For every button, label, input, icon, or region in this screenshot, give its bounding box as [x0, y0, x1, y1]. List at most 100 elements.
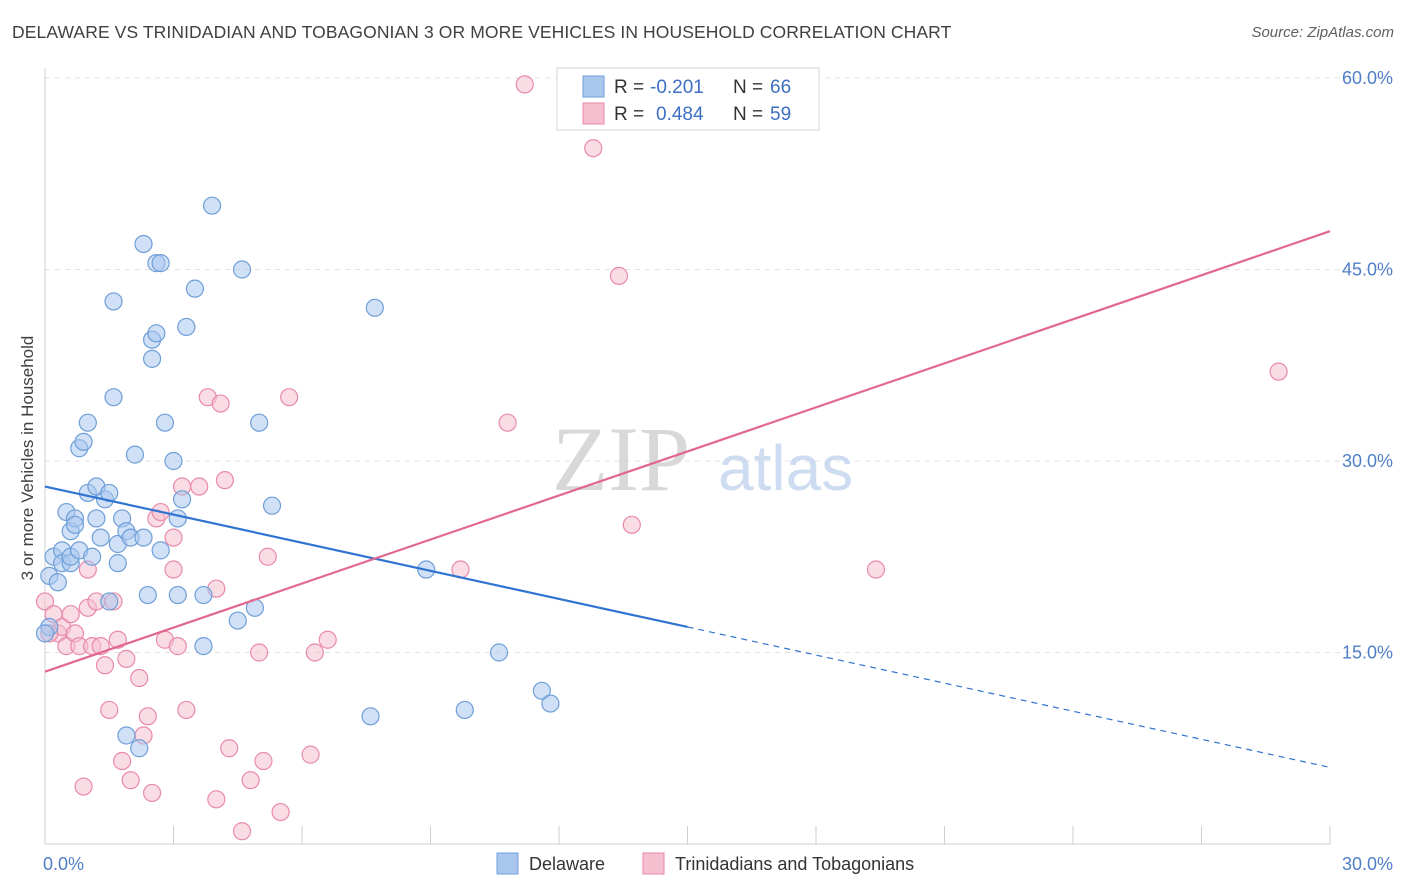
legend-swatch-trinidadian [582, 102, 605, 125]
trinidadian-point [305, 643, 324, 662]
trinidadian-point [168, 637, 187, 656]
series-legend: Delaware Trinidadians and Tobagonians [496, 852, 914, 875]
trinidadian-point [241, 771, 260, 790]
delaware-point [125, 445, 145, 464]
trinidadian-point [108, 630, 127, 649]
delaware-point [202, 196, 222, 215]
delaware-point [164, 451, 183, 471]
delaware-trend-line-dashed [687, 626, 1331, 768]
delaware-point [532, 681, 551, 700]
trinidadian-point [190, 477, 209, 496]
trinidadian-point [207, 790, 226, 809]
delaware-point [108, 554, 127, 573]
trinidadian-point [258, 547, 277, 566]
delaware-point [104, 292, 123, 311]
trinidadian-point [100, 700, 119, 720]
delaware-point [35, 624, 55, 643]
trend-lines [44, 230, 1331, 768]
trinidadian-point [95, 656, 115, 675]
x-tick-label: 0.0% [43, 854, 84, 874]
trinidadian-point [215, 471, 234, 490]
trinidadian-point [250, 643, 269, 662]
legend-n-label-2: N = [733, 104, 763, 125]
legend-n-label-1: N = [733, 77, 763, 98]
delaware-point [168, 509, 187, 528]
axes: 15.0% 30.0% 45.0% 60.0% 0.0% 30.0% [43, 68, 1393, 874]
delaware-point [138, 585, 157, 605]
delaware-point [151, 254, 170, 273]
delaware-point [168, 585, 187, 605]
y-tick-label: 30.0% [1342, 451, 1393, 471]
trinidadian-point [232, 822, 252, 841]
delaware-point [48, 573, 67, 592]
delaware-point [104, 388, 123, 407]
stats-legend: R = -0.201 N = 66 R = 0.484 N = 59 [556, 67, 820, 131]
delaware-point [194, 585, 213, 605]
legend-n-value-2: 59 [770, 104, 791, 125]
delaware-point [361, 707, 380, 726]
trinidadian-point [164, 528, 183, 547]
chart-title: DELAWARE VS TRINIDADIAN AND TOBAGONIAN 3… [12, 22, 952, 42]
trinidadian-point [211, 394, 230, 413]
series-swatch-delaware [496, 852, 519, 875]
legend-r-value-1: -0.201 [650, 77, 704, 98]
gridlines [45, 77, 1385, 653]
trinidadian-point [142, 783, 162, 803]
chart-source: Source: ZipAtlas.com [1251, 24, 1394, 41]
trinidadian-point [112, 751, 132, 771]
delaware-point [262, 496, 282, 515]
trinidadian-point [138, 707, 157, 726]
delaware-point [365, 298, 384, 317]
delaware-point [228, 611, 247, 630]
delaware-trend-line [44, 485, 688, 629]
watermark-atlas: atlas [718, 432, 853, 504]
delaware-point [177, 317, 196, 337]
delaware-point [100, 592, 119, 611]
legend-swatch-delaware [582, 75, 605, 98]
trinidadian-trend-line [44, 230, 1331, 673]
trinidadian-point [498, 413, 517, 432]
series-swatch-trinidadian [642, 852, 665, 875]
trinidadian-point [164, 560, 183, 579]
delaware-point [541, 694, 560, 713]
delaware-point [134, 234, 153, 254]
trinidadian-point [584, 139, 603, 158]
watermark: ZIP atlas [552, 408, 853, 510]
legend-r-label-2: R = [614, 104, 644, 125]
watermark-zip: ZIP [552, 408, 690, 510]
trinidadian-point [74, 777, 93, 796]
trinidadian-point [35, 592, 55, 611]
trinidadian-point [130, 668, 149, 688]
legend-r-value-2: 0.484 [656, 104, 704, 125]
trinidadian-point [301, 745, 320, 764]
delaware-point [232, 260, 252, 279]
delaware-point [147, 324, 166, 343]
trinidadian-point [117, 649, 136, 668]
y-tick-label: 15.0% [1342, 643, 1393, 663]
trinidadian-point [61, 605, 80, 624]
delaware-point [142, 349, 162, 368]
trinidadian-point [318, 630, 337, 649]
series-label-trinidadian: Trinidadians and Tobagonians [675, 854, 914, 874]
y-tick-label: 45.0% [1342, 260, 1393, 280]
trinidadian-point [515, 75, 534, 94]
delaware-point [74, 432, 93, 451]
trinidadian-point [271, 802, 290, 822]
delaware-point [130, 739, 149, 758]
delaware-point [151, 541, 170, 560]
trinidadian-point [220, 739, 239, 758]
delaware-point [155, 413, 175, 432]
trinidadian-point [121, 771, 140, 790]
delaware-point [78, 413, 97, 432]
delaware-point [91, 528, 110, 547]
delaware-point [172, 490, 192, 509]
trinidadian-point [622, 515, 641, 534]
delaware-point [65, 515, 85, 534]
y-axis-label: 3 or more Vehicles in Household [18, 336, 37, 581]
delaware-point [134, 528, 153, 547]
trinidadian-point [866, 560, 886, 579]
y-tick-label: 60.0% [1342, 68, 1393, 88]
legend-n-value-1: 66 [770, 77, 791, 98]
trinidadian-point [1269, 362, 1288, 381]
